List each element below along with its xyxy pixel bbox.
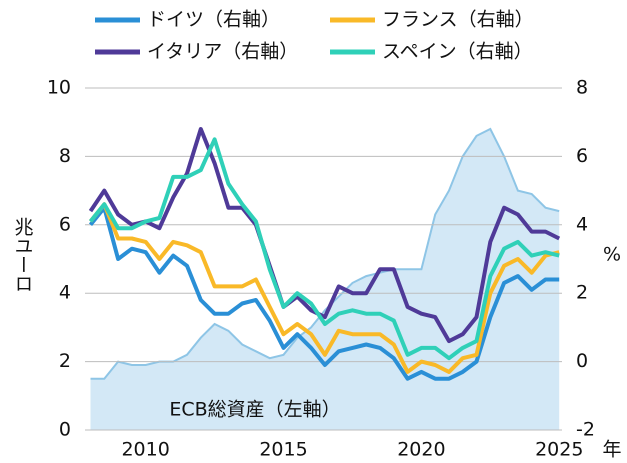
y2-tick-label: -2: [576, 419, 595, 441]
y-tick-label: 8: [59, 145, 71, 167]
y2-tick-label: 0: [576, 350, 588, 372]
x-tick-label: 2015: [259, 439, 307, 461]
legend-label: フランス（右軸）: [382, 9, 534, 31]
series-line: [88, 205, 560, 381]
series-line: [88, 202, 560, 374]
y2-tick-label: 6: [576, 145, 588, 167]
area-annotation: ECB総資産（左軸）: [169, 399, 340, 421]
y-tick-label: 0: [59, 419, 71, 441]
series-line: [88, 137, 560, 361]
y-tick-label: 6: [59, 213, 71, 235]
legend-label: イタリア（右軸）: [147, 41, 298, 63]
y2-tick-label: 2: [576, 282, 588, 304]
series-line: [88, 127, 561, 344]
x-tick-label: 2025: [535, 439, 583, 461]
y2-tick-label: 8: [576, 77, 588, 99]
y-tick-label: 4: [59, 282, 71, 304]
y2-axis-label: %: [603, 244, 621, 266]
y-axis-label: 兆ユーロ: [12, 217, 34, 293]
legend-label: スペイン（右軸）: [382, 41, 533, 63]
y-tick-label: 10: [47, 77, 71, 99]
y-tick-label: 2: [59, 350, 71, 372]
x-tick-label: 2010: [121, 439, 169, 461]
legend-label: ドイツ（右軸）: [147, 9, 280, 31]
x-unit-label: 年: [602, 439, 621, 461]
y2-tick-label: 4: [576, 213, 588, 235]
x-tick-label: 2020: [397, 439, 445, 461]
